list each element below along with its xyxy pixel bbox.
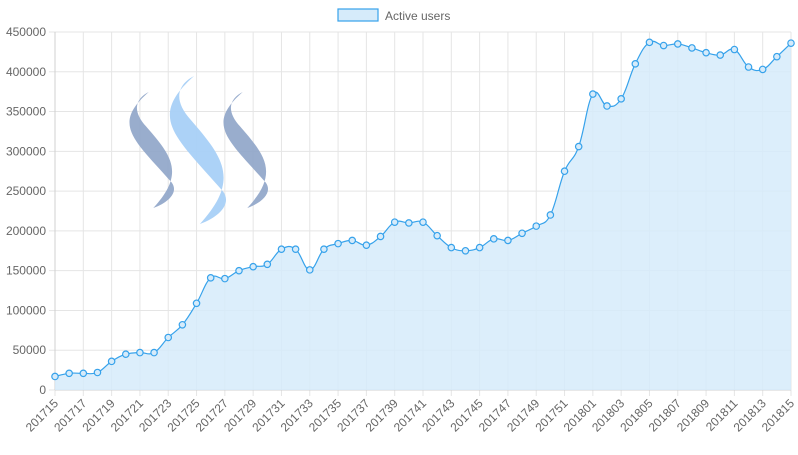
data-point	[249, 262, 257, 271]
data-point	[447, 243, 456, 252]
y-tick-label: 250000	[6, 184, 46, 198]
data-point	[93, 368, 102, 377]
data-point	[235, 266, 243, 275]
data-point	[758, 65, 767, 74]
data-point	[787, 39, 795, 47]
data-point	[320, 245, 328, 253]
data-point	[405, 219, 413, 227]
data-point	[631, 60, 640, 68]
data-point	[419, 218, 427, 226]
steem-logo-wave-left	[129, 92, 175, 208]
data-point	[532, 222, 541, 230]
data-point	[263, 260, 272, 269]
data-point	[221, 274, 229, 283]
y-tick-label: 0	[39, 383, 46, 397]
series-area-fill	[55, 41, 791, 391]
data-point	[574, 142, 583, 151]
data-point	[206, 274, 215, 282]
points-layer	[51, 38, 795, 381]
data-point	[348, 236, 357, 245]
y-tick-label: 400000	[6, 65, 46, 79]
y-tick-label: 150000	[6, 264, 46, 278]
y-tick-label: 50000	[13, 343, 47, 357]
y-axis: 0 50000 100000 150000 200000 250000 300000 3500…	[6, 25, 46, 397]
legend-label[interactable]: Active users	[385, 9, 450, 23]
y-tick-label: 200000	[6, 224, 46, 238]
data-point	[744, 63, 753, 71]
y-tick-label: 100000	[6, 303, 46, 317]
data-point	[376, 232, 385, 241]
data-point	[617, 95, 625, 103]
data-point	[688, 44, 696, 52]
data-point	[192, 299, 201, 308]
data-point	[305, 266, 314, 274]
steem-logo-wave-middle	[169, 76, 227, 224]
data-point	[79, 369, 88, 378]
data-point	[475, 243, 484, 252]
data-point	[560, 167, 569, 176]
data-point	[291, 245, 300, 253]
legend-swatch[interactable]	[337, 8, 379, 22]
y-tick-label: 450000	[6, 25, 46, 39]
data-point	[489, 235, 498, 243]
data-point	[673, 40, 682, 48]
data-point	[121, 350, 130, 359]
data-point	[504, 236, 512, 245]
steem-logo-icon	[129, 76, 269, 224]
data-point	[362, 241, 371, 250]
x-axis: 2017152017172017192017212017232017252017…	[23, 396, 797, 434]
data-point	[546, 211, 555, 219]
data-point	[136, 348, 144, 357]
data-point	[164, 333, 173, 342]
steem-logo-wave-right	[223, 92, 269, 208]
data-point	[277, 245, 286, 253]
data-point	[433, 231, 441, 240]
data-point	[645, 38, 654, 47]
y-tick-label: 350000	[6, 105, 46, 119]
data-point	[702, 48, 710, 57]
data-point	[716, 51, 725, 59]
x-tick-label: 201815	[759, 396, 797, 434]
data-point	[659, 41, 668, 50]
data-point	[65, 369, 73, 378]
data-point	[461, 246, 470, 255]
data-point	[150, 348, 158, 357]
data-point	[589, 90, 597, 98]
legend[interactable]: Active users	[337, 8, 450, 23]
y-tick-label: 300000	[6, 144, 46, 158]
data-point	[390, 218, 399, 226]
data-point	[334, 239, 342, 248]
data-point	[603, 102, 611, 110]
data-point	[107, 357, 116, 366]
data-point	[178, 320, 187, 329]
data-point	[518, 229, 526, 238]
data-point	[51, 372, 59, 381]
data-point	[730, 45, 739, 54]
data-point	[773, 52, 781, 61]
